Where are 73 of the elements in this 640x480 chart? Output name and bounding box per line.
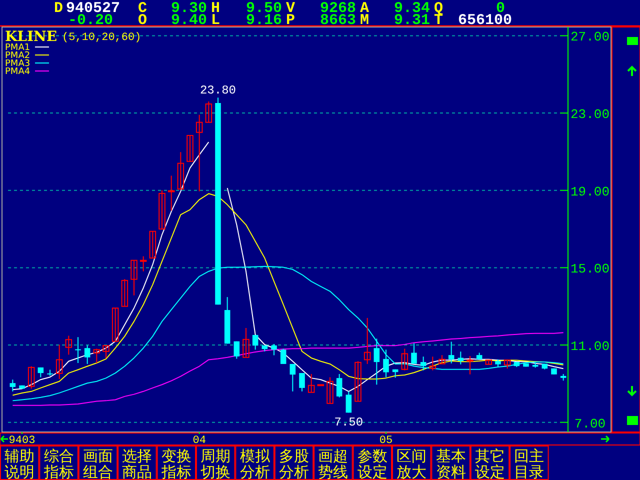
candlestick bbox=[10, 379, 16, 392]
candlestick bbox=[271, 344, 277, 356]
line-series bbox=[12, 193, 564, 396]
text: 参数设定 bbox=[357, 447, 388, 480]
text: 回主目录 bbox=[514, 447, 544, 480]
legend-label: PMA3 bbox=[5, 59, 30, 69]
candlestick bbox=[28, 366, 35, 390]
text: D bbox=[54, 0, 64, 17]
candlestick bbox=[196, 114, 203, 192]
candlestick bbox=[65, 335, 72, 356]
annotation: L bbox=[211, 12, 220, 29]
candlestick bbox=[326, 376, 334, 404]
candlestick bbox=[354, 360, 362, 402]
candlestick bbox=[140, 256, 147, 272]
candlestick bbox=[374, 338, 380, 386]
text: 变换指标 bbox=[160, 447, 192, 480]
y-tick-label: 7.00 bbox=[574, 416, 606, 432]
candlestick bbox=[205, 100, 212, 123]
text: 画超势线 bbox=[318, 447, 348, 480]
candlestick bbox=[336, 374, 342, 398]
candlestick bbox=[102, 345, 110, 358]
candlestick bbox=[242, 328, 250, 358]
candlestick bbox=[158, 190, 166, 230]
candlestick bbox=[280, 348, 286, 364]
x-tick-label: 9403 bbox=[8, 435, 36, 447]
candlestick bbox=[93, 348, 100, 364]
x-tick-label: 04 bbox=[192, 435, 206, 447]
candlestick bbox=[308, 374, 315, 393]
text: 多股分析 bbox=[279, 447, 309, 480]
y-tick-label: 23.00 bbox=[570, 107, 610, 122]
candlestick bbox=[420, 356, 426, 371]
candlestick bbox=[383, 349, 389, 378]
text: 周期切换 bbox=[200, 447, 231, 480]
x-tick-label: 05 bbox=[379, 435, 393, 447]
candlestick bbox=[234, 340, 240, 360]
line-series bbox=[12, 332, 564, 406]
annotation: 7.50 bbox=[334, 416, 364, 430]
text: 辅助说明 bbox=[4, 447, 35, 480]
candlestick bbox=[466, 356, 474, 375]
candlestick bbox=[186, 134, 194, 162]
candlestick bbox=[121, 278, 128, 307]
text: 选择商品 bbox=[122, 447, 152, 480]
candlestick bbox=[112, 308, 119, 342]
candlestick bbox=[401, 348, 408, 371]
candlestick bbox=[75, 336, 81, 364]
candlestick bbox=[177, 152, 184, 190]
y-tick-label: 15.00 bbox=[570, 262, 610, 277]
candlestick bbox=[149, 230, 156, 259]
candlestick bbox=[364, 317, 371, 364]
text: 画面组合 bbox=[83, 447, 113, 480]
candlestick bbox=[252, 334, 258, 350]
chart-subtitle: (5,10,20,60) bbox=[62, 32, 142, 44]
annotation: 23.80 bbox=[200, 84, 236, 98]
candlestick bbox=[448, 341, 454, 364]
y-tick-label: 27.00 bbox=[570, 30, 610, 45]
candlestick bbox=[290, 363, 296, 392]
candlestick bbox=[346, 390, 352, 414]
text: 模拟分析 bbox=[240, 447, 271, 480]
candlestick bbox=[84, 344, 90, 364]
legend-label: PMA4 bbox=[5, 67, 30, 77]
chart-title: KLINE bbox=[5, 29, 58, 45]
candlestick bbox=[411, 342, 417, 364]
text: 综合指标 bbox=[42, 447, 74, 480]
text: 其它设定 bbox=[475, 447, 505, 480]
candlestick bbox=[429, 356, 436, 371]
text: 基本资料 bbox=[436, 447, 466, 480]
candlestick bbox=[168, 175, 175, 212]
candlestick bbox=[130, 260, 138, 296]
text: 区间放大 bbox=[396, 447, 427, 480]
candlestick bbox=[299, 372, 305, 392]
candlestick bbox=[56, 344, 63, 380]
y-tick-label: 19.00 bbox=[570, 184, 610, 200]
y-tick-label: 11.00 bbox=[570, 339, 610, 354]
